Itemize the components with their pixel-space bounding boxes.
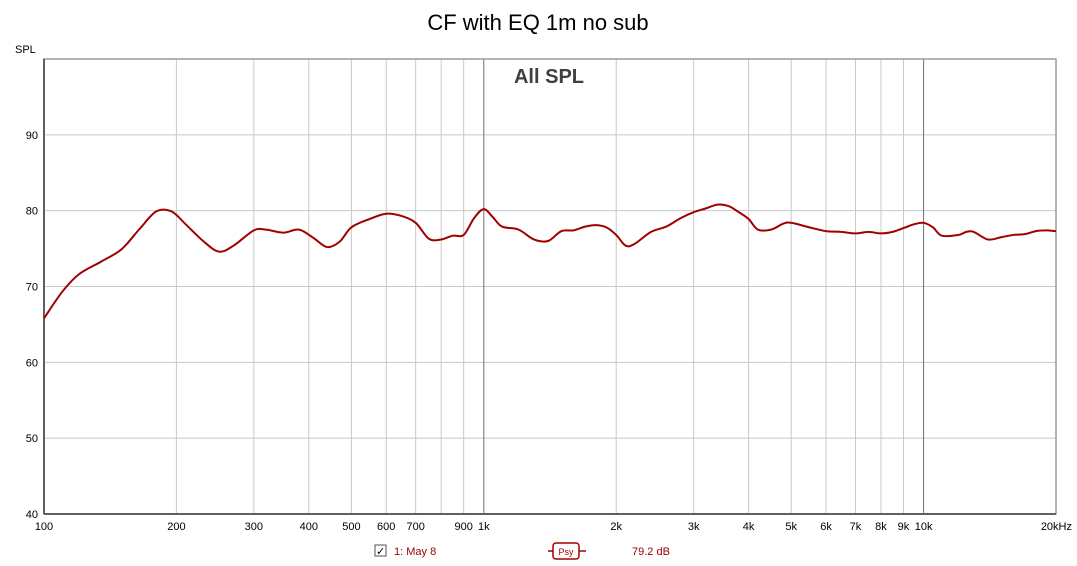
series-checkbox[interactable]: ✓ — [374, 544, 387, 558]
legend: ✓ 1: May 8 Psy 79.2 dB — [374, 542, 670, 560]
x-tick-label: 3k — [688, 521, 700, 533]
y-axis-label: SPL — [15, 44, 36, 56]
x-tick-label: 6k — [820, 521, 832, 533]
y-tick-label: 50 — [26, 433, 38, 445]
x-tick-label: 600 — [377, 521, 395, 533]
chart-title: CF with EQ 1m no sub — [427, 10, 648, 35]
y-tick-label: 90 — [26, 130, 38, 142]
smoothing-button[interactable]: Psy — [548, 542, 586, 560]
x-tick-label: 5k — [785, 521, 797, 533]
x-tick-label: 900 — [454, 521, 472, 533]
x-tick-labels: 100 200 300 400 500 600 700 900 1k 2k 3k 4k 5k 6k 7k 8k… — [35, 521, 1072, 533]
x-tick-label: 500 — [342, 521, 360, 533]
x-tick-label: 1k — [478, 521, 490, 533]
series-layer — [43, 203, 1057, 319]
x-tick-label: 200 — [167, 521, 185, 533]
x-tick-label: 300 — [245, 521, 263, 533]
y-tick-label: 60 — [26, 357, 38, 369]
checkbox-check-icon: ✓ — [376, 545, 385, 558]
chart-subtitle: All SPL — [514, 66, 584, 88]
x-tick-label: 700 — [406, 521, 424, 533]
x-tick-label: 10k — [915, 521, 933, 533]
y-tick-label: 80 — [26, 206, 38, 218]
x-tick-label: 100 — [35, 521, 53, 533]
y-tick-label: 40 — [26, 509, 38, 521]
y-tick-label: 70 — [26, 282, 38, 294]
y-tick-labels: 40 50 60 70 80 90 — [26, 130, 38, 521]
x-tick-label: 8k — [875, 521, 887, 533]
gridlines — [44, 59, 1056, 514]
x-tick-label: 7k — [850, 521, 862, 533]
legend-series-label[interactable]: 1: May 8 — [394, 546, 436, 558]
x-tick-label: 4k — [743, 521, 755, 533]
x-tick-label: 400 — [300, 521, 318, 533]
smoothing-label: Psy — [558, 547, 574, 557]
x-tick-label: 20kHz — [1041, 521, 1072, 533]
cursor-readout: 79.2 dB — [632, 546, 670, 558]
x-tick-label: 2k — [610, 521, 622, 533]
series-line — [43, 203, 1057, 319]
x-tick-label: 9k — [898, 521, 910, 533]
